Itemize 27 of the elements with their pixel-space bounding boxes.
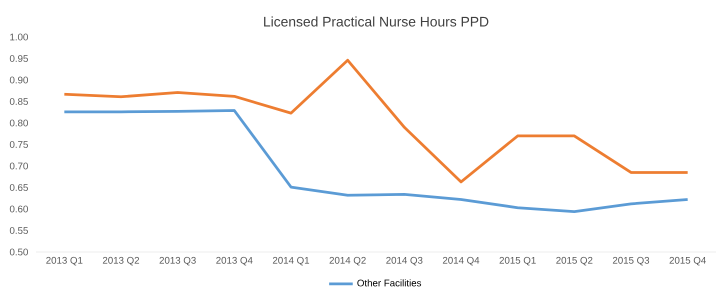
line-series [62,109,690,213]
y-tick-label: 0.95 [10,55,28,62]
x-tick-label: 2015 Q3 [612,256,650,266]
y-tick-label: 0.80 [10,120,28,126]
y-tick-label: 0.70 [10,162,28,170]
y-tick-label: 0.50 [10,248,28,256]
y-tick-label: 0.90 [10,76,28,84]
x-tick-label: 2013 Q2 [102,256,140,266]
x-tick-label: 2013 Q3 [160,256,196,266]
x-tick-label: 2014 Q1 [272,256,310,266]
x-tick-label: 2013 Q4 [216,256,253,266]
y-tick-label: 0.60 [10,206,28,212]
legend-label: Other Facilities [357,279,422,286]
y-tick-label: 0.85 [10,98,28,105]
x-tick-label: 2015 Q2 [556,256,592,266]
x-tick-label: 2015 Q1 [500,256,536,266]
y-tick-label: 1.00 [10,34,28,40]
x-tick-label: 2015 Q4 [670,256,706,266]
y-tick-label: 0.55 [10,227,28,234]
x-tick-label: 2014 Q2 [330,256,366,266]
x-tick-label: 2013 Q1 [46,256,82,266]
chart-title: Licensed Practical Nurse Hours PPD [264,16,488,27]
y-tick-label: 0.65 [10,184,28,191]
x-tick-label: 2014 Q4 [442,256,480,266]
line-series [62,58,690,184]
x-tick-label: 2014 Q3 [386,256,422,266]
y-tick-label: 0.75 [10,141,28,148]
